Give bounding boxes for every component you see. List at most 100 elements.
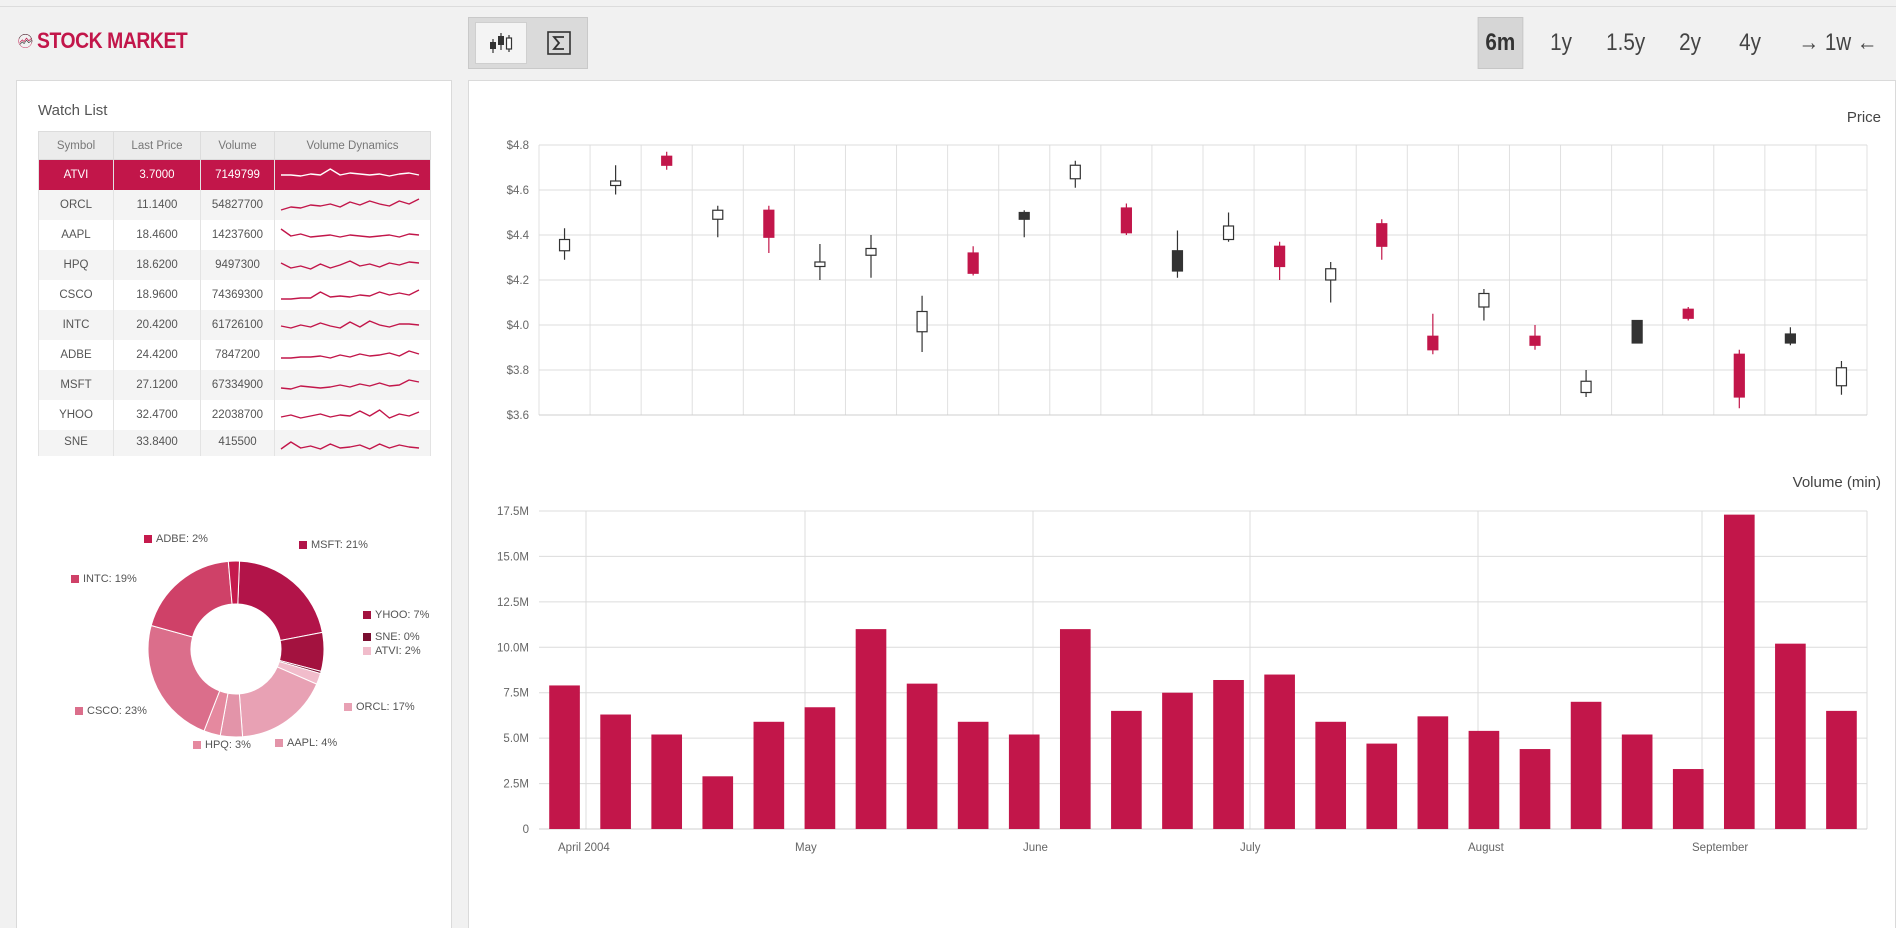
price-candle[interactable] xyxy=(1069,160,1081,188)
table-row[interactable]: SNE 33.8400 415500 xyxy=(38,429,431,456)
price-candle[interactable] xyxy=(814,244,826,280)
price-candle[interactable] xyxy=(1478,289,1490,321)
watchlist-table: Symbol Last Price Volume Volume Dynamics… xyxy=(38,131,431,456)
range-button-5[interactable]: → 1w ← xyxy=(1798,29,1878,56)
volume-bar[interactable] xyxy=(1315,721,1347,829)
price-candle[interactable] xyxy=(1784,327,1796,346)
cell-symbol: SNE xyxy=(38,429,114,456)
price-candle[interactable] xyxy=(1631,319,1643,344)
range-button-1[interactable]: 1y xyxy=(1549,29,1572,56)
table-row[interactable]: YHOO 32.4700 22038700 xyxy=(38,399,431,430)
table-row[interactable]: ADBE 24.4200 7847200 xyxy=(38,339,431,370)
volume-bar[interactable] xyxy=(1417,716,1449,829)
volume-bar[interactable] xyxy=(1468,730,1500,829)
price-candle[interactable] xyxy=(763,205,775,253)
table-row[interactable]: AAPL 18.4600 14237600 xyxy=(38,219,431,250)
price-candle[interactable] xyxy=(865,235,877,278)
volume-bar[interactable] xyxy=(1264,674,1295,829)
price-candle[interactable] xyxy=(1222,212,1235,242)
volume-bar[interactable] xyxy=(702,776,734,829)
volume-sparkline xyxy=(280,319,420,329)
column-header-symbol[interactable]: Symbol xyxy=(38,131,114,160)
price-candle[interactable] xyxy=(610,165,622,195)
price-candle[interactable] xyxy=(1376,219,1388,260)
price-candle[interactable] xyxy=(661,151,673,170)
pie-slice-csco[interactable] xyxy=(147,624,221,732)
pie-slice-intc[interactable] xyxy=(150,560,233,638)
volume-y-tick: 15.0M xyxy=(497,551,529,563)
price-candle[interactable] xyxy=(1733,349,1745,409)
pie-label-text: ORCL: 17% xyxy=(356,701,415,713)
candlestick-icon xyxy=(490,33,513,53)
volume-bar[interactable] xyxy=(549,685,580,829)
price-candle[interactable] xyxy=(712,205,724,238)
range-button-0[interactable]: 6m xyxy=(1477,17,1523,69)
price-candle[interactable] xyxy=(1171,230,1184,278)
volume-bar[interactable] xyxy=(1570,701,1602,829)
cell-volume-sparkline xyxy=(274,189,431,220)
price-candle[interactable] xyxy=(1427,313,1439,355)
price-y-tick: $3.8 xyxy=(507,365,529,377)
volume-bar[interactable] xyxy=(957,721,989,829)
price-chart-title: Price xyxy=(1846,109,1881,126)
volume-x-tick: April 2004 xyxy=(558,842,610,854)
volume-bar[interactable] xyxy=(1826,710,1857,829)
candlestick-button[interactable] xyxy=(475,22,527,64)
range-button-4[interactable]: 4y xyxy=(1739,29,1761,56)
time-range-selector: 6m 1y 1.5y 2y 4y → 1w ← xyxy=(1470,17,1896,69)
price-candle[interactable] xyxy=(1018,210,1030,238)
price-candle[interactable] xyxy=(1835,361,1848,395)
table-row[interactable]: ATVI 3.7000 7149799 xyxy=(38,159,431,190)
range-button-3[interactable]: 2y xyxy=(1679,29,1701,56)
volume-bar[interactable] xyxy=(753,721,785,829)
price-candle[interactable] xyxy=(967,246,979,276)
volume-bar[interactable] xyxy=(804,707,836,829)
price-grid xyxy=(538,144,1868,416)
table-row[interactable]: CSCO 18.9600 74369300 xyxy=(38,279,431,310)
pie-label-intc: INTC: 19% xyxy=(71,573,137,585)
volume-bar[interactable] xyxy=(906,683,938,829)
volume-bar[interactable] xyxy=(855,629,887,829)
price-candle[interactable] xyxy=(1120,203,1132,236)
volume-sparkline xyxy=(280,227,420,238)
range-button-2[interactable]: 1.5y xyxy=(1605,29,1645,56)
pie-slice-msft[interactable] xyxy=(237,560,324,642)
volume-bar[interactable] xyxy=(1059,629,1091,829)
volume-bar[interactable] xyxy=(1162,692,1193,829)
price-candle[interactable] xyxy=(1682,307,1694,321)
table-row[interactable]: INTC 20.4200 61726100 xyxy=(38,309,431,340)
price-candle[interactable] xyxy=(1325,262,1337,303)
column-header-volume-dynamics[interactable]: Volume Dynamics xyxy=(274,131,431,160)
price-candle[interactable] xyxy=(916,295,928,352)
column-header-last-price[interactable]: Last Price xyxy=(113,131,201,160)
chart-type-toolbar xyxy=(468,17,588,69)
column-header-volume[interactable]: Volume xyxy=(200,131,275,160)
price-candle[interactable] xyxy=(1274,241,1286,280)
volume-bar[interactable] xyxy=(1008,734,1040,829)
volume-bar[interactable] xyxy=(1366,743,1398,829)
indicators-button[interactable] xyxy=(533,22,585,64)
table-row[interactable]: ORCL 11.1400 54827700 xyxy=(38,189,431,220)
volume-y-tick: 5.0M xyxy=(503,733,529,745)
pie-label-text: ATVI: 2% xyxy=(375,645,421,657)
volume-bar[interactable] xyxy=(1213,679,1244,829)
cell-volume: 7149799 xyxy=(200,159,275,190)
volume-bar[interactable] xyxy=(1519,749,1551,829)
volume-bar[interactable] xyxy=(1111,710,1142,829)
volume-bar[interactable] xyxy=(1723,514,1755,829)
price-y-tick: $4.4 xyxy=(507,230,530,242)
volume-bar[interactable] xyxy=(600,714,631,829)
pie-slice-adbe[interactable] xyxy=(227,560,241,605)
price-candle[interactable] xyxy=(1529,325,1541,350)
volume-bar[interactable] xyxy=(1672,769,1704,829)
volume-y-tick: 17.5M xyxy=(497,506,529,518)
price-candle[interactable] xyxy=(558,228,571,260)
volume-bar[interactable] xyxy=(651,734,683,829)
price-candle[interactable] xyxy=(1580,370,1592,397)
price-y-tick: $4.6 xyxy=(507,185,529,197)
volume-bar[interactable] xyxy=(1621,734,1653,829)
table-row[interactable]: HPQ 18.6200 9497300 xyxy=(38,249,431,280)
volume-bar[interactable] xyxy=(1775,643,1806,829)
cell-volume-sparkline xyxy=(274,339,431,370)
table-row[interactable]: MSFT 27.1200 67334900 xyxy=(38,369,431,400)
